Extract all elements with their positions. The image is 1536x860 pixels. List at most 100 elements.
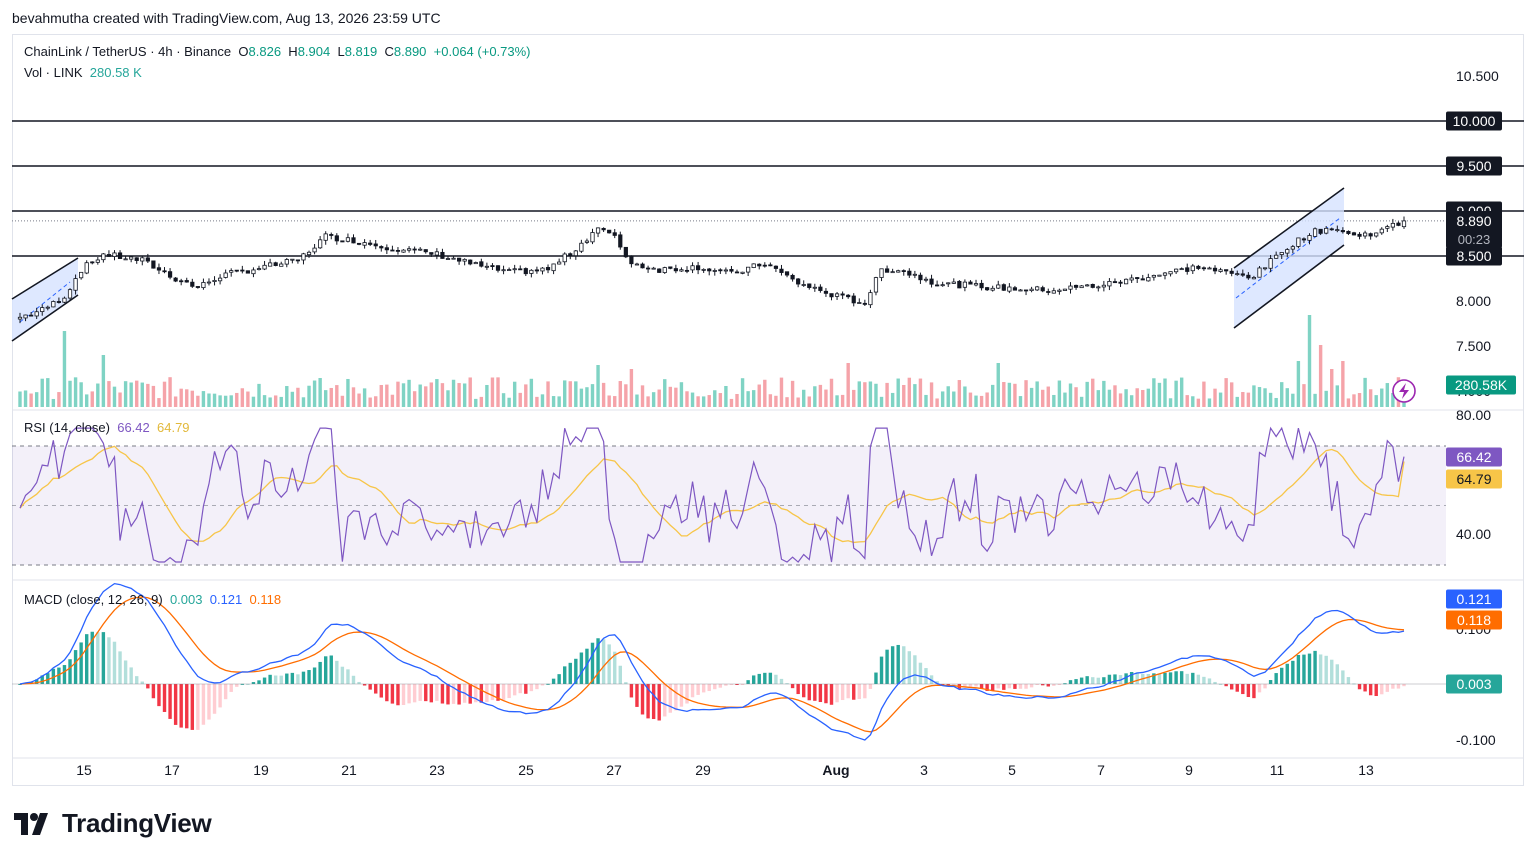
macd-hist-bar <box>446 684 450 705</box>
candle-body <box>879 268 884 278</box>
candle-body <box>1346 230 1351 234</box>
time-axis-label: 21 <box>341 762 357 778</box>
macd-hist-bar <box>646 684 650 719</box>
candle-body <box>201 282 206 289</box>
macd-hist-bar <box>1229 684 1234 690</box>
macd-hist-bar <box>324 656 328 684</box>
macd-hist-bar <box>34 679 39 684</box>
volume-bar <box>668 386 673 407</box>
volume-bar <box>1363 377 1367 407</box>
candle-body <box>740 271 745 274</box>
volume-bar <box>674 387 678 407</box>
candle-body <box>973 283 979 286</box>
macd-hist-bar <box>990 684 995 692</box>
time-axis-label: 17 <box>164 762 180 778</box>
macd-hist-bar <box>18 684 22 685</box>
macd-hist-bar <box>1396 684 1401 689</box>
volume-bar <box>1268 392 1273 407</box>
candle-body <box>217 277 223 282</box>
rsi-badge: 66.42 <box>1456 449 1491 465</box>
volume-bar <box>974 395 978 407</box>
volume-bar <box>979 395 984 407</box>
macd-hist-bar <box>674 684 678 711</box>
volume-bar <box>957 380 962 407</box>
candle-body <box>1001 284 1006 291</box>
volume-bar <box>1157 382 1162 407</box>
chart-caption: bevahmutha created with TradingView.com,… <box>12 10 441 26</box>
open-label: O <box>238 44 249 59</box>
macd-hist-bar <box>340 666 345 684</box>
price-axis-label: 8.000 <box>1456 293 1491 309</box>
macd-hist-bar <box>157 684 161 707</box>
macd-hist-bar <box>807 684 811 701</box>
macd-hist-bar <box>1124 673 1128 684</box>
tradingview-logo[interactable]: TradingView <box>14 808 212 839</box>
candle-body <box>423 249 428 253</box>
candle-body <box>595 227 601 234</box>
volume-bar <box>785 397 789 407</box>
macd-hist-bar <box>924 668 928 684</box>
macd-label[interactable]: MACD (close, 12, 26, 9) <box>24 592 163 607</box>
macd-hist-bar <box>185 684 189 729</box>
candle-body <box>23 314 28 319</box>
volume-bar <box>1063 392 1067 407</box>
macd-hist-bar <box>212 684 217 714</box>
macd-hist-bar <box>1074 679 1078 684</box>
candle-body <box>1101 284 1106 288</box>
macd-hist-bar <box>774 674 778 684</box>
volume-bar <box>546 381 550 407</box>
macd-hist-bar <box>935 681 939 684</box>
macd-hist-bar <box>68 659 72 684</box>
candle-body <box>312 247 317 253</box>
volume-bar <box>123 381 128 407</box>
macd-hist-bar <box>385 684 389 702</box>
candle-body <box>623 246 628 258</box>
macd-hist-bar <box>896 644 900 684</box>
volume-bar <box>1079 396 1084 407</box>
candle-body <box>1340 230 1345 233</box>
macd-hist-bar <box>418 684 422 701</box>
volume-bar <box>590 384 595 407</box>
volume-bar <box>679 382 684 407</box>
macd-hist-bar <box>218 684 222 708</box>
volume-bar <box>57 392 61 407</box>
volume-bar <box>1241 392 1245 407</box>
volume-bar <box>918 378 923 407</box>
volume-bar <box>1330 369 1334 407</box>
volume-bar <box>1229 382 1234 407</box>
volume-bar <box>568 381 572 407</box>
macd-hist-bar <box>346 669 350 684</box>
volume-bar <box>857 381 861 407</box>
volume-bar <box>385 384 389 407</box>
candle-body <box>946 282 951 285</box>
candle-body <box>106 254 112 257</box>
symbol-label[interactable]: ChainLink / TetherUS · 4h · Binance <box>24 44 232 59</box>
volume-bar <box>518 392 522 407</box>
macd-hist-bar <box>540 684 545 686</box>
candle-body <box>34 311 39 317</box>
rsi-label[interactable]: RSI (14, close) <box>24 420 110 435</box>
volume-bar <box>307 385 311 407</box>
candle-body <box>1096 286 1101 289</box>
volume-value: 280.58 K <box>89 65 142 80</box>
candle-body <box>1218 269 1223 272</box>
candle-body <box>823 290 829 294</box>
candle-body <box>95 259 100 263</box>
volume-bar <box>96 383 100 407</box>
macd-hist-bar <box>457 684 461 705</box>
volume-bar <box>140 382 144 407</box>
volume-label[interactable]: Vol · LINK <box>24 65 83 80</box>
macd-hist-bar <box>1257 684 1262 693</box>
candle-body <box>1251 277 1257 280</box>
volume-bar <box>635 394 639 407</box>
candle-body <box>340 240 345 243</box>
volume-bar <box>551 396 556 407</box>
volume-bar <box>1302 384 1306 407</box>
candle-body <box>1396 222 1401 226</box>
macd-hist-bar <box>296 674 300 684</box>
candle-body <box>1123 278 1129 285</box>
volume-bar <box>51 398 56 407</box>
volume-bar <box>340 395 345 407</box>
volume-bar <box>924 394 928 407</box>
